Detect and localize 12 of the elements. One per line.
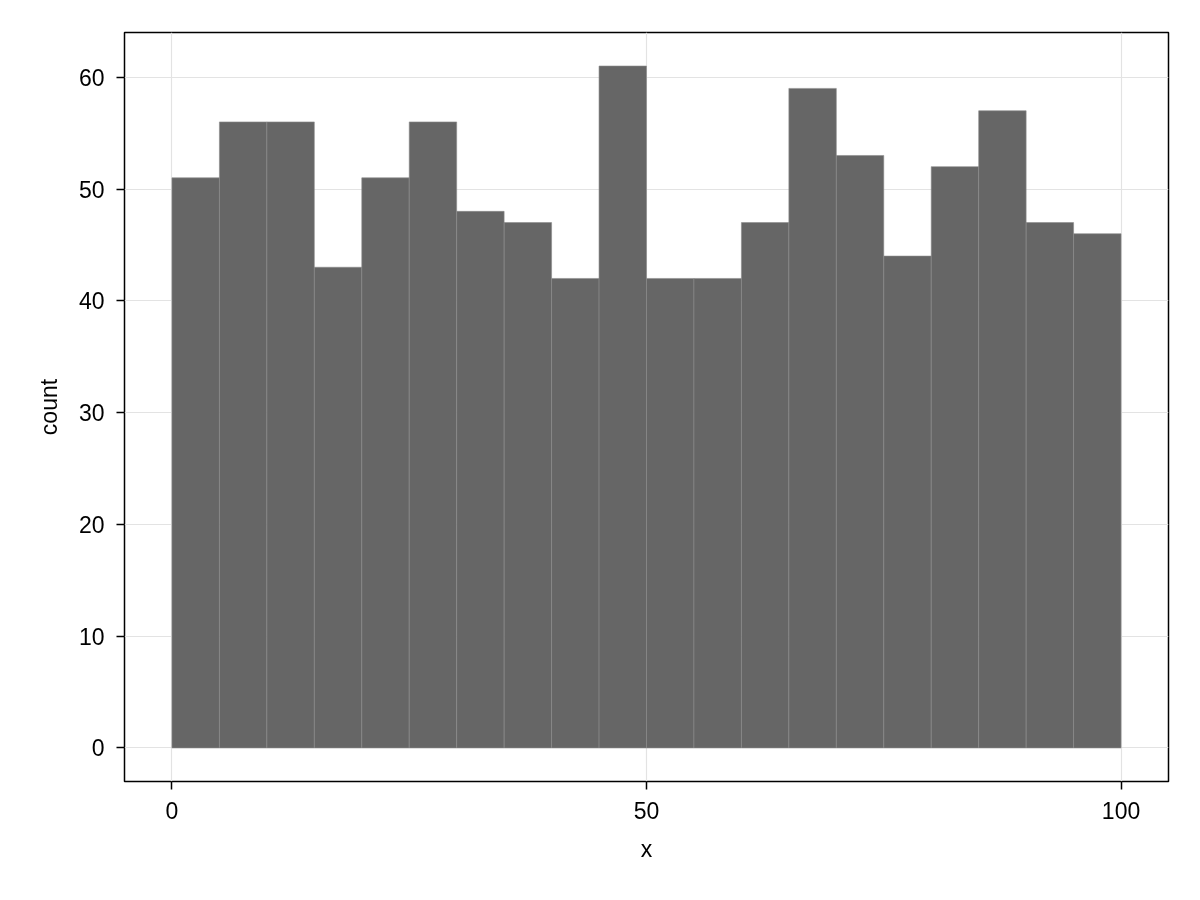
- x-tick-label: 100: [1101, 797, 1141, 824]
- x-tick-label: 50: [633, 797, 660, 824]
- y-tick-label: 60: [78, 64, 105, 91]
- y-axis-title: count: [35, 378, 62, 436]
- y-tick-label: 0: [91, 735, 105, 762]
- y-tick-label: 10: [78, 623, 105, 650]
- y-tick-label: 20: [78, 511, 105, 538]
- y-tick-label: 50: [78, 176, 105, 203]
- x-tick-label: 0: [165, 797, 179, 824]
- y-tick-label: 40: [78, 288, 105, 315]
- x-axis-title: x: [640, 835, 653, 862]
- y-tick-label: 30: [78, 400, 105, 427]
